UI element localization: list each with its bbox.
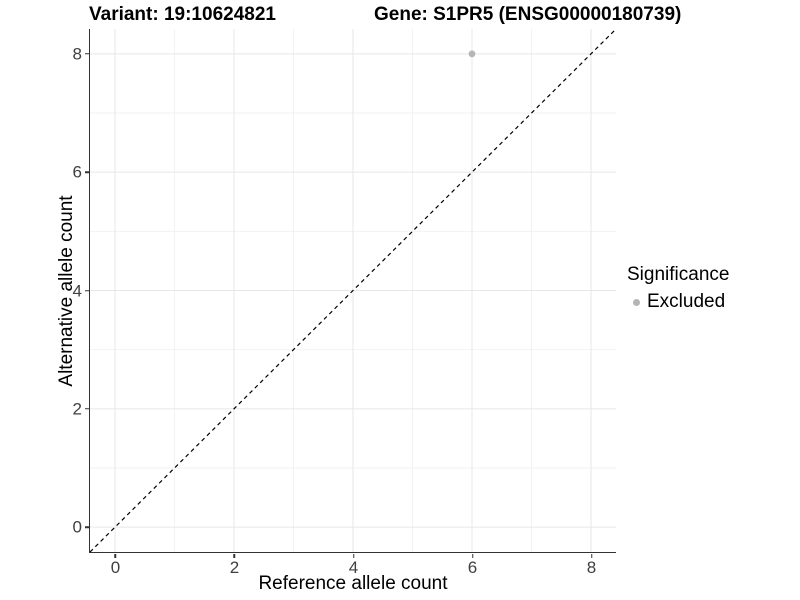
legend-title: Significance [627,264,730,285]
data-point-excluded [468,50,476,58]
y-tick-mark [85,408,89,410]
y-tick-mark [85,526,89,528]
x-tick-label: 2 [229,558,240,577]
plot-title-gene: Gene: S1PR5 (ENSG00000180739) [374,4,682,25]
legend-item-excluded: Excluded [627,291,729,313]
y-tick-label: 4 [72,281,82,300]
x-tick-label: 6 [467,558,478,577]
x-tick-mark [590,553,593,558]
plot-title-variant: Variant: 19:10624821 [89,4,276,25]
x-tick-mark [233,553,236,558]
y-tick-label: 0 [72,517,82,537]
x-tick-label: 0 [110,558,121,577]
x-tick-mark [471,553,474,558]
y-tick-mark [85,171,89,173]
excluded-point-swatch-icon [633,298,640,306]
plot-panel [89,29,616,553]
x-tick-label: 4 [348,558,359,577]
x-tick-mark [114,553,117,558]
x-tick-mark [352,553,355,558]
x-axis-title: Reference allele count [258,573,448,594]
y-tick-label: 2 [72,399,82,419]
y-tick-mark [85,53,89,55]
y-tick-mark [85,289,89,292]
plot-panel-svg [90,29,616,552]
identity-dashed-line [90,29,616,552]
legend: Significance Excluded [627,264,729,313]
y-tick-label: 6 [72,162,82,182]
x-tick-label: 8 [586,558,597,577]
y-tick-label: 8 [72,44,82,64]
legend-item-label: Excluded [647,291,726,312]
